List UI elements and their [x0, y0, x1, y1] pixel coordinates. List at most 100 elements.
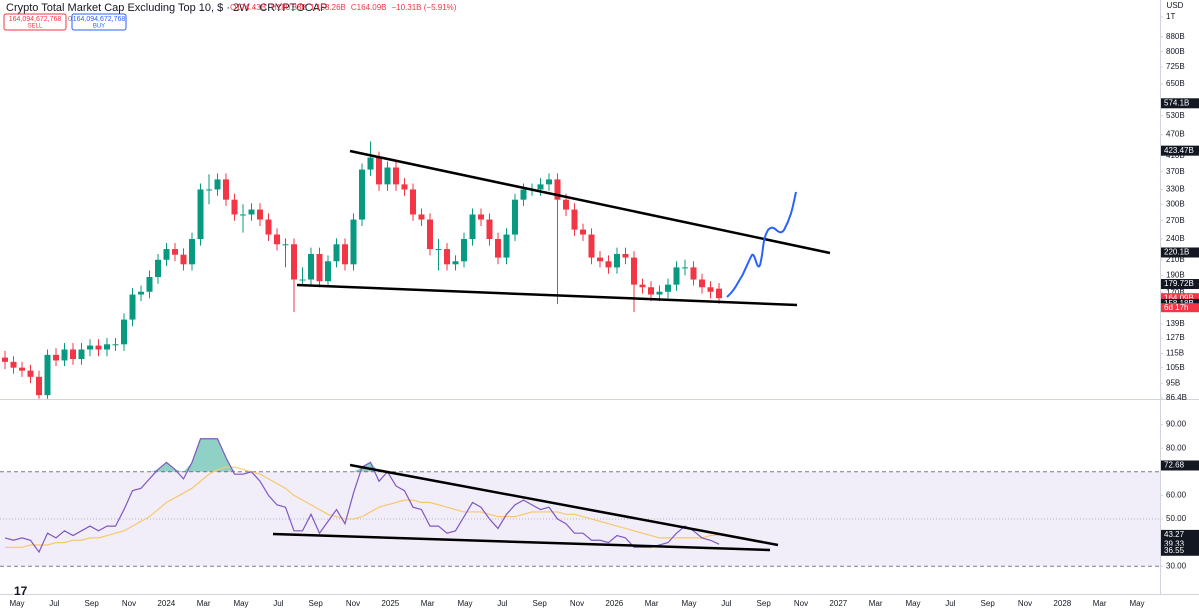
buy-button[interactable] [71, 13, 127, 31]
price-marker-label: 220.1B [1164, 248, 1189, 257]
y-tick-label: 725B [1166, 62, 1185, 71]
candle-body [665, 284, 671, 292]
candle-body [563, 199, 569, 210]
sell-label: SELL [28, 24, 43, 30]
time-label: 2026 [605, 599, 623, 608]
candle-body [299, 279, 306, 281]
candle-body [418, 214, 425, 220]
price-marker-label: 43.27 [1164, 530, 1185, 539]
candle-body [648, 287, 654, 295]
time-label: Sep [981, 599, 996, 608]
y-tick-label: 170B [1166, 288, 1185, 297]
time-label: 2025 [381, 599, 399, 608]
price-marker-label: 72.68 [1164, 461, 1185, 470]
spread: 0 [68, 16, 72, 23]
candle-body [478, 214, 484, 220]
candle-body [53, 354, 59, 361]
time-label: May [9, 599, 24, 608]
candle-body [27, 370, 34, 377]
candle-body [469, 214, 476, 240]
candle-body [639, 284, 646, 288]
currency[interactable]: USD [1167, 1, 1184, 10]
time-label: Sep [85, 599, 100, 608]
overbought-fill [353, 467, 362, 472]
y-tick-label: 90.00 [1166, 420, 1187, 429]
trendline [272, 532, 771, 552]
overbought-fill [192, 438, 201, 472]
candle-body [129, 294, 136, 320]
candle-body [350, 219, 357, 265]
candle-body [155, 259, 161, 278]
candle-body [36, 376, 42, 396]
countdown-bg [1161, 303, 1199, 313]
candle-body [452, 261, 459, 265]
candle-body [342, 244, 348, 265]
sell-button[interactable] [3, 13, 67, 31]
candle-body [121, 319, 127, 345]
price-marker [1161, 145, 1199, 156]
ohlc-value: O174.43B [230, 3, 266, 12]
price-marker [1161, 293, 1199, 304]
candle-body [308, 253, 314, 280]
chart-title: Crypto Total Market Cap Excluding Top 10… [6, 2, 327, 14]
price-marker [1161, 98, 1199, 109]
y-tick-label: 370B [1166, 167, 1185, 176]
y-tick-label: 86.4B [1166, 393, 1187, 402]
candle-body [206, 189, 212, 191]
time-label: Sep [533, 599, 548, 608]
time-label: Jul [49, 599, 59, 608]
candle-body [291, 244, 297, 280]
sell-price: 164,094,672,768 [9, 16, 62, 23]
time-label: Nov [122, 599, 136, 608]
ohlc-value: H180.88B [271, 3, 307, 12]
candle-body [537, 184, 544, 190]
price-marker [1161, 460, 1199, 471]
y-tick-label: 105B [1166, 363, 1185, 372]
price-marker [1161, 279, 1199, 290]
candle-body [172, 249, 178, 255]
y-tick-label: 50.00 [1166, 514, 1187, 523]
time-label: 2028 [1053, 599, 1071, 608]
candle-body [512, 199, 518, 235]
y-tick-label: 470B [1166, 130, 1185, 139]
countdown: 6d 17h [1164, 303, 1188, 312]
time-label: Mar [645, 599, 659, 608]
y-tick-label: 240B [1166, 234, 1185, 243]
candle-body [78, 349, 85, 360]
time-label: Sep [757, 599, 772, 608]
candle-body [333, 244, 340, 262]
candle-body [70, 349, 76, 360]
candle-body [180, 254, 187, 265]
overbought-fill [183, 462, 192, 472]
time-label: Mar [197, 599, 211, 608]
time-label: Jul [497, 599, 507, 608]
candle-body [427, 219, 433, 250]
candle-body [44, 354, 51, 396]
ohlc-value: −10.31B (−5.91%) [391, 3, 456, 12]
candle-body [614, 253, 620, 268]
y-tick-label: 115B [1166, 349, 1184, 358]
candle-body [401, 184, 408, 190]
candle-body [461, 239, 467, 262]
candle-body [571, 209, 578, 230]
price-marker-label: 179.72B [1164, 279, 1194, 288]
y-tick-label: 330B [1166, 185, 1185, 194]
candle-body [520, 189, 527, 200]
time-label: Jul [273, 599, 283, 608]
candle-body [410, 189, 416, 215]
time-label: May [233, 599, 248, 608]
rsi-line [5, 466, 720, 548]
candle-body [631, 257, 637, 285]
time-label: May [1129, 599, 1144, 608]
candle-body [707, 287, 714, 292]
y-tick-label: 95B [1166, 378, 1180, 387]
y-tick-label: 139B [1166, 319, 1185, 328]
time-label: Jul [945, 599, 955, 608]
candle-body [367, 157, 374, 170]
time-label: Nov [346, 599, 360, 608]
candle-body [580, 229, 586, 235]
candle-body [316, 253, 323, 282]
time-label: Mar [1093, 599, 1107, 608]
candle-body [359, 169, 365, 220]
